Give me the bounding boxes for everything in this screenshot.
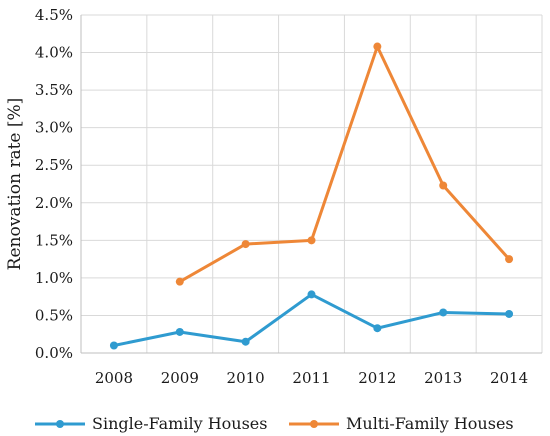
y-tick-label: 0.0%	[35, 344, 73, 362]
x-tick-label: 2011	[292, 369, 330, 387]
legend-label-multi-family-houses: Multi-Family Houses	[346, 414, 514, 433]
data-point-multi-family-houses	[439, 181, 448, 190]
y-tick-label: 2.0%	[35, 194, 73, 212]
data-point-multi-family-houses	[307, 236, 316, 245]
data-point-single-family-houses	[175, 327, 184, 336]
x-tick-label: 2008	[95, 369, 133, 387]
data-point-single-family-houses	[307, 290, 316, 299]
data-point-single-family-houses	[439, 308, 448, 317]
legend-label-single-family-houses: Single-Family Houses	[92, 414, 267, 433]
x-tick-label: 2012	[358, 369, 396, 387]
y-tick-label: 3.5%	[35, 81, 73, 99]
y-tick-label: 1.0%	[35, 269, 73, 287]
data-point-multi-family-houses	[505, 255, 514, 264]
chart-series	[109, 42, 514, 350]
chart-axes: 0.0% 0.5% 1.0% 1.5% 2.0% 2.5% 3.0% 3.5% 4.0% 4.5%…	[35, 6, 542, 387]
legend-marker-single-family-houses	[56, 420, 64, 428]
data-point-single-family-houses	[505, 309, 514, 318]
series-line-single-family-houses	[113, 292, 510, 347]
legend-marker-multi-family-houses	[310, 420, 318, 428]
x-tick-label: 2010	[227, 369, 265, 387]
data-point-single-family-houses	[109, 341, 118, 350]
y-tick-label: 0.5%	[35, 306, 73, 324]
data-point-multi-family-houses	[241, 240, 250, 249]
y-tick-label: 4.0%	[35, 44, 73, 62]
x-tick-label: 2009	[161, 369, 199, 387]
y-tick-label: 1.5%	[35, 231, 73, 249]
x-tick-label: 2013	[424, 369, 462, 387]
y-axis-label: Renovation rate [%]	[5, 98, 25, 271]
chart-grid	[81, 14, 543, 353]
data-point-single-family-houses	[241, 337, 250, 346]
y-tick-label: 4.5%	[35, 6, 73, 24]
series-line-multi-family-houses	[179, 45, 511, 283]
x-tick-label: 2014	[490, 369, 528, 387]
chart-legend: Single-Family Houses Multi-Family Houses	[35, 414, 514, 433]
y-tick-label: 2.5%	[35, 156, 73, 174]
y-tick-label: 3.0%	[35, 119, 73, 137]
data-point-multi-family-houses	[373, 42, 382, 51]
data-point-single-family-houses	[373, 324, 382, 333]
data-point-multi-family-houses	[175, 277, 184, 286]
